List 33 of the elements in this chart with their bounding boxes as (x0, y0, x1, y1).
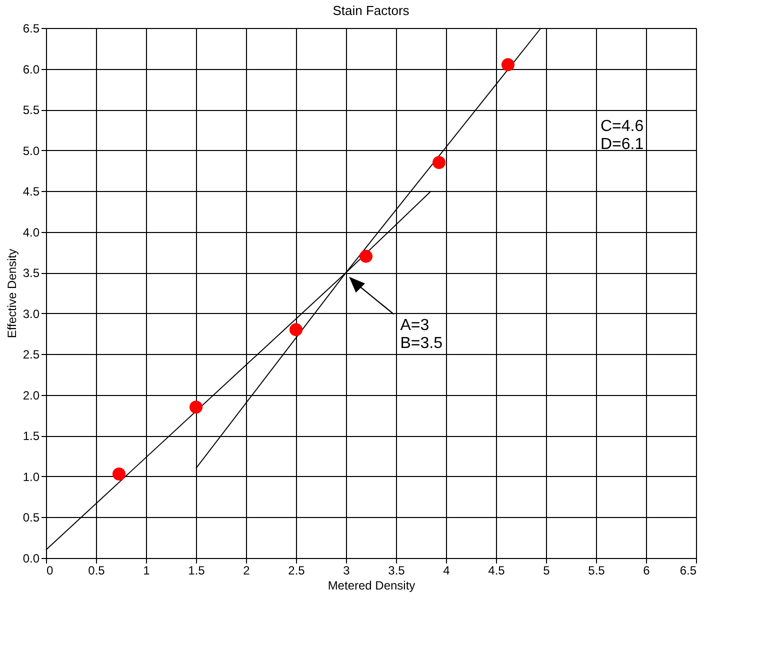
x-tick-label: 3 (343, 564, 350, 578)
y-axis-title: Effective Density (4, 248, 19, 338)
x-axis-title: Metered Density (328, 578, 416, 592)
x-tick-label: 2.5 (288, 564, 306, 578)
x-tick-label: 1.5 (188, 564, 206, 578)
y-tick-label: 6.5 (22, 22, 40, 36)
annotation: A=3 B=3.5 (400, 316, 443, 352)
x-tick-label: 6 (643, 564, 650, 578)
y-tick-label: 0.5 (22, 510, 40, 525)
y-tick-label: 5.0 (22, 144, 40, 158)
y-tick-label: 0.0 (22, 552, 40, 566)
y-tick-label: 6.0 (22, 62, 40, 76)
y-tick-label: 1.0 (22, 470, 40, 484)
x-tick-label: 0.5 (88, 564, 106, 578)
annotation: C=4.6 D=6.1 (600, 118, 644, 154)
x-tick-label: 6.5 (680, 564, 697, 578)
x-tick-label: 1 (143, 564, 150, 578)
y-tick-label: 5.5 (22, 103, 40, 118)
y-tick-label: 3.5 (22, 266, 40, 280)
y-tick-label: 4.0 (22, 225, 40, 240)
y-tick-label: 2.5 (22, 348, 40, 362)
x-tick-label: 2 (243, 564, 250, 578)
chart-title: Stain Factors (332, 3, 410, 18)
x-tick-label: 4.5 (488, 564, 506, 578)
x-tick-label: 3.5 (388, 564, 406, 578)
x-tick-label: 5.5 (588, 564, 606, 578)
y-tick-label: 2.0 (22, 388, 40, 402)
x-tick-label: 5 (543, 564, 550, 578)
x-tick-label: 0 (46, 564, 54, 578)
x-tick-label: 4 (443, 564, 450, 578)
y-tick-label: 1.5 (22, 429, 40, 444)
y-tick-label: 4.5 (22, 184, 40, 199)
y-tick-label: 3.0 (22, 306, 40, 321)
